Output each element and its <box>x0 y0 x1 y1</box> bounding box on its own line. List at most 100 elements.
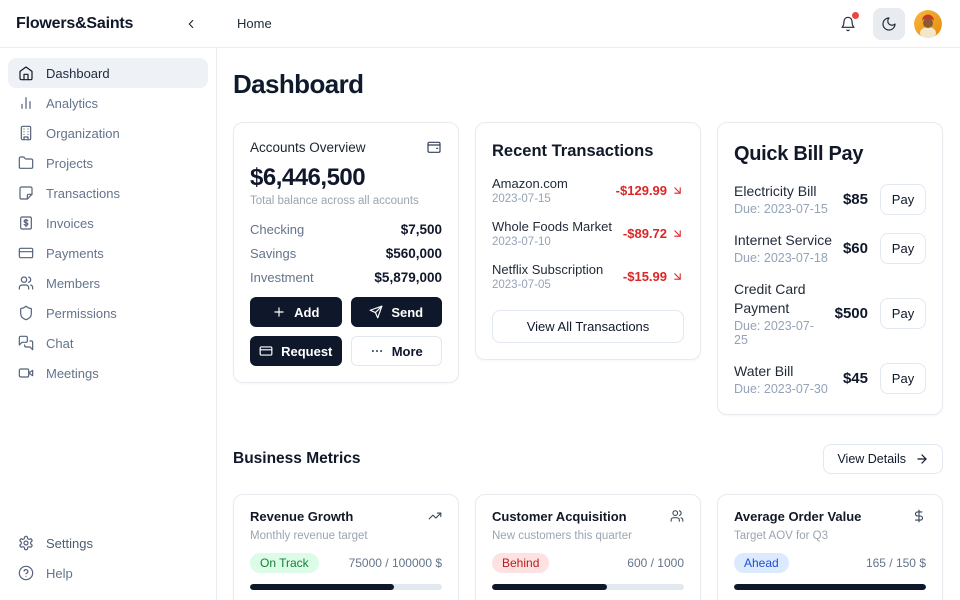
arrow-down-right-icon <box>671 227 684 240</box>
account-row: Investment $5,879,000 <box>250 270 442 285</box>
metrics-row: Revenue Growth Monthly revenue target On… <box>233 493 943 600</box>
pay-button[interactable]: Pay <box>880 183 926 215</box>
metric-title: Customer Acquisition <box>492 508 627 524</box>
bill-row: Water Bill Due: 2023-07-30 $45 Pay <box>734 362 926 396</box>
metric-title: Revenue Growth <box>250 508 354 524</box>
bill-name: Water Bill <box>734 362 794 379</box>
sidebar-item-label: Meetings <box>46 365 99 381</box>
sidebar-item-label: Help <box>46 565 73 581</box>
request-button[interactable]: Request <box>250 336 342 366</box>
account-row: Checking $7,500 <box>250 222 442 237</box>
bill-name: Internet Service <box>734 232 833 249</box>
metric-badge-row: On Track 75000 / 100000 $ <box>250 552 442 573</box>
invoice-dollar-icon <box>18 215 34 231</box>
more-button[interactable]: More <box>350 336 442 366</box>
average-order-value-card: Average Order Value Target AOV for Q3 Ah… <box>717 493 943 600</box>
transaction-date: 2023-07-10 <box>492 236 551 248</box>
transaction-amount-value: -$89.72 <box>622 226 667 241</box>
progress-track <box>250 583 442 590</box>
sidebar-item-transactions[interactable]: Transactions <box>8 178 208 208</box>
pay-button[interactable]: Pay <box>880 363 926 395</box>
send-button[interactable]: Send <box>350 297 442 327</box>
sidebar-item-help[interactable]: Help <box>8 558 208 588</box>
ellipsis-icon <box>370 344 384 358</box>
sidebar-item-invoices[interactable]: Invoices <box>8 208 208 238</box>
topbar-actions <box>832 7 960 40</box>
accounts-overview-title: Accounts Overview <box>250 139 366 155</box>
transaction-date: 2023-07-05 <box>492 279 551 291</box>
sidebar-collapse-button[interactable] <box>175 8 207 40</box>
bar-chart-icon <box>18 95 34 111</box>
transaction-amount-value: -$15.99 <box>622 269 667 284</box>
shield-icon <box>18 305 34 321</box>
theme-toggle-button[interactable] <box>873 7 905 40</box>
transaction-row: Netflix Subscription 2023-07-05 -$15.99 <box>492 262 684 291</box>
sidebar-item-permissions[interactable]: Permissions <box>8 298 208 328</box>
add-button-label: Add <box>294 304 320 320</box>
trending-up-icon <box>428 509 442 523</box>
notifications-button[interactable] <box>832 8 864 40</box>
account-value: $7,500 <box>400 222 442 237</box>
chat-bubbles-icon <box>18 335 34 351</box>
notification-dot <box>852 11 859 19</box>
sidebar-item-label: Chat <box>46 335 74 351</box>
sidebar-item-label: Dashboard <box>46 65 110 81</box>
metric-subtitle: New customers this quarter <box>492 529 632 542</box>
metric-badge-row: Ahead 165 / 150 $ <box>734 552 926 573</box>
transaction-amount: -$15.99 <box>623 269 684 284</box>
bill-row: Electricity Bill Due: 2023-07-15 $85 Pay <box>734 182 926 216</box>
metric-subtitle: Monthly revenue target <box>250 529 368 542</box>
accounts-overview-header: Accounts Overview <box>250 139 442 155</box>
view-details-label: View Details <box>837 451 906 466</box>
metric-subtitle: Target AOV for Q3 <box>734 529 828 542</box>
sidebar-item-settings[interactable]: Settings <box>8 528 208 558</box>
request-button-label: Request <box>281 343 333 359</box>
sidebar-item-members[interactable]: Members <box>8 268 208 298</box>
bill-info: Water Bill Due: 2023-07-30 <box>734 362 843 396</box>
sidebar-item-meetings[interactable]: Meetings <box>8 358 208 388</box>
brand-area: Flowers&Saints <box>0 8 217 40</box>
sidebar-item-projects[interactable]: Projects <box>8 148 208 178</box>
balance-subtitle: Total balance across all accounts <box>250 195 419 207</box>
progress-fill <box>734 583 926 590</box>
sidebar-item-label: Payments <box>46 245 104 261</box>
sidebar-item-label: Transactions <box>46 185 120 201</box>
card-icon <box>259 344 273 358</box>
body-row: Dashboard Analytics Organization Project… <box>0 48 960 600</box>
account-label: Savings <box>250 246 297 261</box>
sidebar-item-payments[interactable]: Payments <box>8 238 208 268</box>
account-row: Savings $560,000 <box>250 246 442 261</box>
moon-icon <box>881 16 897 32</box>
accounts-overview-card: Accounts Overview $6,446,500 Total balan… <box>233 122 459 383</box>
sidebar-item-label: Projects <box>46 155 93 171</box>
bill-name: Credit Card Payment <box>734 281 806 316</box>
transaction-amount: -$89.72 <box>623 226 684 241</box>
sidebar-item-organization[interactable]: Organization <box>8 118 208 148</box>
bill-amount: $500 <box>834 305 868 323</box>
more-button-label: More <box>391 343 423 359</box>
view-details-button[interactable]: View Details <box>823 443 943 474</box>
sidebar-item-chat[interactable]: Chat <box>8 328 208 358</box>
sidebar-item-analytics[interactable]: Analytics <box>8 88 208 118</box>
sidebar-item-dashboard[interactable]: Dashboard <box>8 58 208 88</box>
quick-bill-pay-title: Quick Bill Pay <box>734 143 864 165</box>
notifications-wrap <box>832 8 864 40</box>
bill-amount: $60 <box>842 239 868 257</box>
pay-button[interactable]: Pay <box>880 232 926 264</box>
transaction-amount: -$129.99 <box>616 183 684 198</box>
account-value: $560,000 <box>385 246 442 261</box>
transaction-row: Whole Foods Market 2023-07-10 -$89.72 <box>492 219 684 248</box>
pay-button[interactable]: Pay <box>880 298 926 330</box>
account-actions: Add Send Request More <box>250 297 442 366</box>
main-content: Dashboard Accounts Overview $6,446,500 T… <box>217 48 960 600</box>
add-button[interactable]: Add <box>250 297 342 327</box>
topbar-home-link[interactable]: Home <box>237 16 272 31</box>
view-all-transactions-button[interactable]: View All Transactions <box>492 310 684 343</box>
progress-track <box>734 583 926 590</box>
status-badge: Behind <box>492 552 550 573</box>
recent-transactions-card: Recent Transactions Amazon.com 2023-07-1… <box>475 122 701 360</box>
sidebar-item-label: Members <box>46 275 101 291</box>
user-avatar[interactable] <box>914 9 942 38</box>
sidebar-item-label: Invoices <box>46 215 94 231</box>
arrow-down-right-icon <box>671 184 684 197</box>
